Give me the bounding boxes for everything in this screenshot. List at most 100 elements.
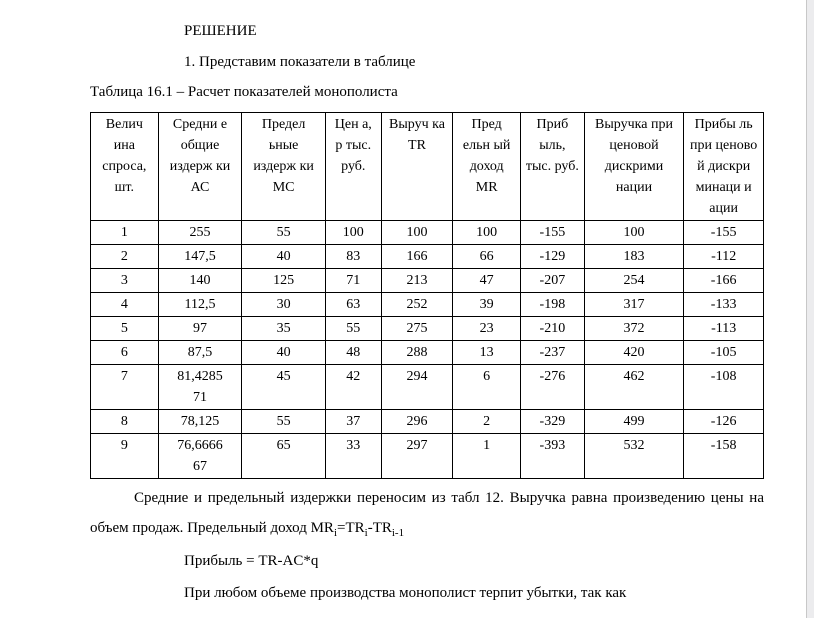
table-row: 4112,5306325239-198317-133 <box>91 292 764 316</box>
table-cell: -210 <box>521 316 585 340</box>
table-cell: 47 <box>453 268 521 292</box>
paragraph-1: Средние и предельный издержки переносим … <box>90 483 764 544</box>
table-cell: 3 <box>91 268 159 292</box>
table-row: 31401257121347-207254-166 <box>91 268 764 292</box>
table-cell: 6 <box>453 364 521 409</box>
table-cell: 30 <box>242 292 326 316</box>
table-cell: 100 <box>453 220 521 244</box>
table-cell: 420 <box>584 340 684 364</box>
table-row: 687,5404828813-237420-105 <box>91 340 764 364</box>
table-cell: -237 <box>521 340 585 364</box>
header-mc: Предел ьные издерж ки МС <box>242 112 326 220</box>
table-cell: 2 <box>91 244 159 268</box>
table-cell: 1 <box>453 433 521 478</box>
table-cell: 35 <box>242 316 326 340</box>
table-cell: -112 <box>684 244 764 268</box>
table-cell: 275 <box>381 316 453 340</box>
table-cell: 147,5 <box>158 244 242 268</box>
table-cell: -329 <box>521 409 585 433</box>
table-cell: -129 <box>521 244 585 268</box>
table-cell: 100 <box>325 220 381 244</box>
table-cell: 66 <box>453 244 521 268</box>
table-cell: -105 <box>684 340 764 364</box>
header-profit-discrim: Прибы ль при ценово й дискри минаци и ац… <box>684 112 764 220</box>
table-row: 781,42857145422946-276462-108 <box>91 364 764 409</box>
header-tr: Выруч ка TR <box>381 112 453 220</box>
table-cell: 100 <box>381 220 453 244</box>
table-cell: 63 <box>325 292 381 316</box>
table-cell: 1 <box>91 220 159 244</box>
table-cell: 39 <box>453 292 521 316</box>
table-cell: 40 <box>242 340 326 364</box>
table-cell: 499 <box>584 409 684 433</box>
paragraph-1-part3: -TR <box>368 520 392 536</box>
table-cell: 23 <box>453 316 521 340</box>
table-row: 878,12555372962-329499-126 <box>91 409 764 433</box>
table-cell: 2 <box>453 409 521 433</box>
table-body: 125555100100100-155100-1552147,540831666… <box>91 220 764 478</box>
table-cell: -155 <box>521 220 585 244</box>
table-cell: 297 <box>381 433 453 478</box>
table-cell: 37 <box>325 409 381 433</box>
table-cell: 7 <box>91 364 159 409</box>
table-cell: 255 <box>158 220 242 244</box>
table-cell: 42 <box>325 364 381 409</box>
table-cell: 100 <box>584 220 684 244</box>
table-cell: 55 <box>242 220 326 244</box>
table-cell: 87,5 <box>158 340 242 364</box>
table-cell: 9 <box>91 433 159 478</box>
table-cell: -126 <box>684 409 764 433</box>
monopolist-table: Велич ина спроса, шт. Средни е общие изд… <box>90 112 764 479</box>
table-cell: -276 <box>521 364 585 409</box>
table-cell: 294 <box>381 364 453 409</box>
table-row: 976,66666765332971-393532-158 <box>91 433 764 478</box>
table-cell: 183 <box>584 244 684 268</box>
solution-header: РЕШЕНИЕ <box>90 20 764 43</box>
table-cell: 112,5 <box>158 292 242 316</box>
table-cell: 254 <box>584 268 684 292</box>
paragraph-1-part1: Средние и предельный издержки переносим … <box>90 490 764 536</box>
table-cell: -133 <box>684 292 764 316</box>
table-cell: 462 <box>584 364 684 409</box>
paragraph-1-part2: =TR <box>337 520 365 536</box>
table-cell: 8 <box>91 409 159 433</box>
table-cell: -393 <box>521 433 585 478</box>
table-cell: 4 <box>91 292 159 316</box>
table-cell: -158 <box>684 433 764 478</box>
header-price: Цен а, р тыс. руб. <box>325 112 381 220</box>
table-cell: 532 <box>584 433 684 478</box>
formula-profit: Прибыль = TR-AC*q <box>90 546 764 576</box>
table-cell: -198 <box>521 292 585 316</box>
list-item-1: 1. Представим показатели в таблице <box>90 51 764 74</box>
table-row: 125555100100100-155100-155 <box>91 220 764 244</box>
table-cell: -166 <box>684 268 764 292</box>
table-cell: 252 <box>381 292 453 316</box>
table-cell: 33 <box>325 433 381 478</box>
table-cell: -108 <box>684 364 764 409</box>
table-cell: 76,666667 <box>158 433 242 478</box>
table-cell: -155 <box>684 220 764 244</box>
table-cell: 81,428571 <box>158 364 242 409</box>
table-cell: 372 <box>584 316 684 340</box>
table-cell: 13 <box>453 340 521 364</box>
table-row: 2147,5408316666-129183-112 <box>91 244 764 268</box>
table-cell: 166 <box>381 244 453 268</box>
table-cell: 65 <box>242 433 326 478</box>
page-edge <box>806 0 814 618</box>
table-cell: 6 <box>91 340 159 364</box>
table-cell: 71 <box>325 268 381 292</box>
header-demand: Велич ина спроса, шт. <box>91 112 159 220</box>
table-cell: 296 <box>381 409 453 433</box>
table-cell: 5 <box>91 316 159 340</box>
header-tr-discrim: Выручка при ценовой дискрими нации <box>584 112 684 220</box>
table-row: 597355527523-210372-113 <box>91 316 764 340</box>
table-cell: 48 <box>325 340 381 364</box>
table-cell: 78,125 <box>158 409 242 433</box>
table-cell: -113 <box>684 316 764 340</box>
table-caption: Таблица 16.1 – Расчет показателей монопо… <box>90 81 764 104</box>
sub-i-3: i-1 <box>392 527 404 539</box>
header-ac: Средни е общие издерж ки АС <box>158 112 242 220</box>
table-cell: 45 <box>242 364 326 409</box>
header-profit: Приб ыль, тыс. руб. <box>521 112 585 220</box>
table-header-row: Велич ина спроса, шт. Средни е общие изд… <box>91 112 764 220</box>
